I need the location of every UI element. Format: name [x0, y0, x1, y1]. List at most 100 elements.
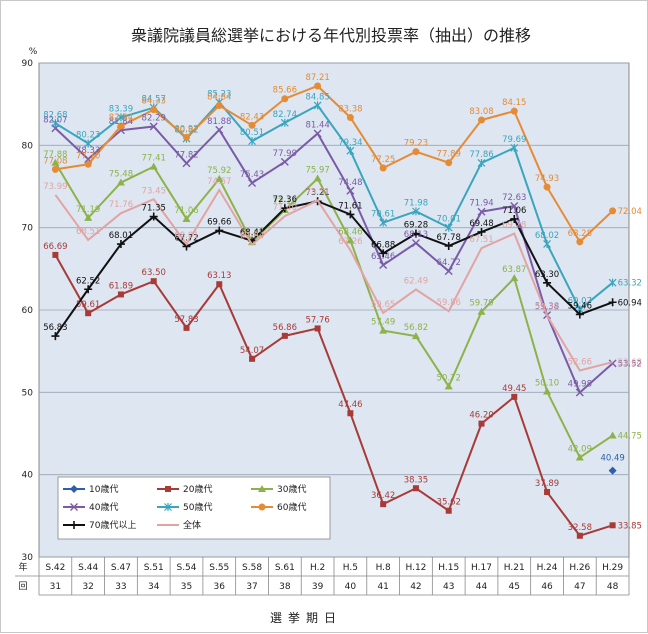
data-point	[346, 210, 355, 219]
data-label: 62.52	[76, 276, 100, 286]
data-point	[379, 164, 387, 172]
x-tick-label: H.15	[438, 563, 459, 573]
legend-label: 10歳代	[89, 483, 118, 495]
data-point	[116, 240, 125, 249]
data-label: 85.23	[207, 89, 231, 99]
data-label: 85.66	[273, 86, 297, 96]
data-point	[314, 325, 321, 332]
data-point	[445, 159, 453, 167]
data-label: 75.48	[109, 170, 133, 180]
series-line	[55, 84, 614, 244]
legend-label: 70歳代以上	[89, 519, 136, 531]
data-label: 63.87	[502, 265, 526, 275]
data-point	[543, 183, 551, 191]
data-point	[117, 291, 124, 298]
data-point	[575, 453, 584, 461]
data-point	[346, 146, 355, 155]
data-label: 71.19	[76, 205, 100, 215]
x-tick-label: H.12	[405, 563, 426, 573]
data-point	[477, 307, 486, 315]
data-point	[248, 121, 256, 129]
data-label: 74.57	[207, 177, 231, 187]
data-point	[412, 485, 419, 492]
y-tick-label: 40	[22, 471, 34, 481]
data-label: 60.07	[568, 296, 592, 306]
data-point	[150, 106, 158, 114]
data-point	[280, 157, 289, 166]
data-label: 82.34	[109, 113, 133, 123]
data-label: 79.69	[502, 135, 526, 145]
data-label: 67.26	[338, 237, 362, 247]
data-point	[411, 239, 420, 248]
x-tick-label: H.29	[602, 563, 623, 573]
data-label: 65.46	[371, 252, 395, 262]
data-point	[280, 204, 289, 213]
data-label: 72.36	[273, 195, 297, 205]
data-point	[510, 143, 519, 152]
data-label: 67.94	[240, 232, 264, 242]
data-label: 42.09	[568, 444, 592, 454]
data-point	[608, 278, 617, 287]
data-label: 73.45	[142, 186, 166, 196]
data-point	[477, 227, 486, 236]
data-label: 67.78	[437, 233, 461, 243]
data-label: 60.94	[618, 298, 642, 308]
legend: 10歳代 20歳代 30歳代 40歳代 50歳代 60歳代 70歳代以上 全体	[57, 476, 331, 540]
data-label: 82.29	[142, 113, 166, 123]
data-label: 47.46	[338, 400, 362, 410]
data-label: 75.97	[305, 166, 329, 176]
data-label: 73.99	[43, 182, 67, 192]
data-point	[347, 410, 354, 417]
session-label: 41	[377, 582, 388, 592]
x-tick-label: S.42	[45, 563, 65, 573]
data-label: 63.32	[618, 279, 642, 289]
data-label: 71.61	[338, 201, 362, 211]
data-point	[150, 278, 157, 285]
data-label: 74.48	[338, 178, 362, 188]
session-label: 42	[410, 582, 421, 592]
data-label: 57.83	[174, 315, 198, 325]
data-point	[313, 174, 322, 182]
data-label: 61.89	[109, 281, 133, 291]
x-tick-label: S.58	[242, 563, 262, 573]
data-label: 70.61	[371, 210, 395, 220]
series-line	[54, 162, 614, 459]
data-point	[575, 388, 584, 397]
data-label: 59.65	[371, 300, 395, 310]
data-label: 53.52	[618, 359, 642, 369]
data-point	[510, 107, 518, 115]
data-point	[543, 239, 551, 248]
x-tick-label: H.5	[343, 563, 358, 573]
data-label: 79.34	[338, 138, 362, 148]
data-point	[51, 158, 60, 166]
data-point	[149, 122, 158, 131]
data-label: 71.98	[404, 198, 428, 208]
session-label: 46	[541, 582, 553, 592]
data-point	[281, 95, 289, 103]
data-label: 67.51	[469, 235, 493, 245]
x-tick-label: H.26	[569, 563, 590, 573]
data-point	[346, 114, 354, 122]
session-label: 47	[574, 582, 585, 592]
data-point	[511, 393, 518, 400]
y-tick-label: 30	[22, 553, 34, 563]
data-point	[149, 162, 158, 170]
data-label: 68.41	[240, 228, 264, 238]
data-label: 68.25	[240, 229, 264, 239]
data-label: 50.10	[535, 379, 559, 389]
data-label: 49.45	[502, 384, 526, 394]
data-point	[216, 281, 223, 288]
data-label: 63.50	[142, 268, 166, 278]
x-tick-label: S.51	[144, 563, 164, 573]
x-tick-label: S.54	[176, 563, 196, 573]
data-point	[544, 489, 551, 496]
data-label: 75.92	[207, 166, 231, 176]
data-point	[281, 332, 288, 339]
data-label: 77.88	[43, 150, 67, 160]
legend-label: 全体	[183, 519, 201, 531]
data-label: 68.51	[76, 227, 100, 237]
data-label: 38.35	[404, 475, 428, 485]
data-point	[477, 207, 486, 216]
data-point	[70, 521, 78, 529]
